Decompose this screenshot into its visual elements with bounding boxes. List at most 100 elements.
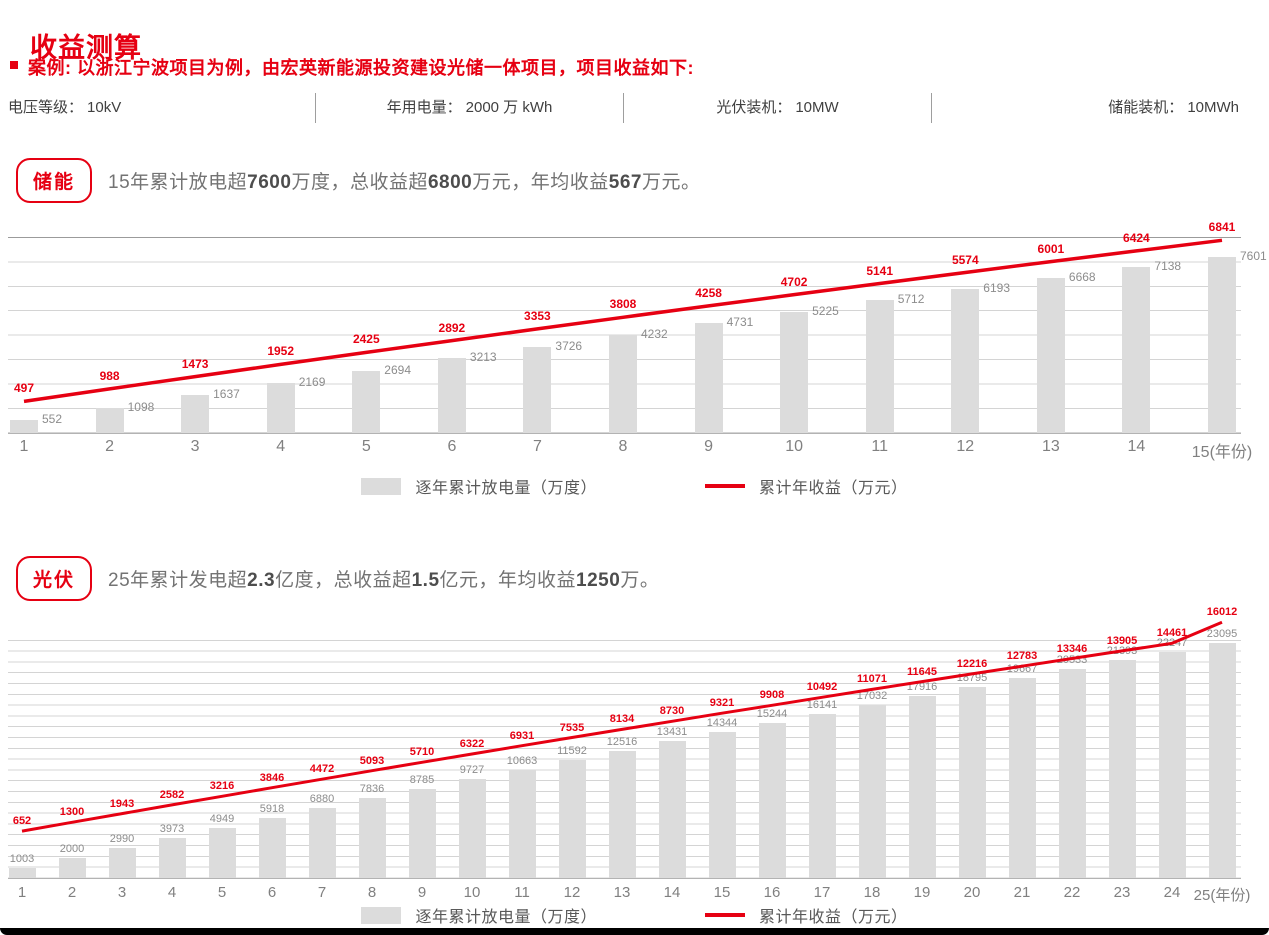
info-item-pv-capacity: 光伏装机： 10MW xyxy=(623,93,931,123)
line-value-label: 6322 xyxy=(459,738,485,750)
bar-value-label: 5712 xyxy=(897,292,925,307)
bar xyxy=(10,420,38,433)
line-series-swatch xyxy=(705,484,745,488)
bar-value-label: 14344 xyxy=(706,717,738,729)
line-value-label: 5141 xyxy=(866,263,894,278)
bar xyxy=(708,732,736,878)
bullet-icon xyxy=(10,61,18,69)
bar-value-label: 9727 xyxy=(459,764,485,776)
bar xyxy=(8,867,36,878)
x-tick-label: 1 xyxy=(19,438,29,455)
line-series-label: 累计年收益（万元） xyxy=(759,480,908,497)
desc-number: 567 xyxy=(608,172,642,193)
bar-value-label: 15244 xyxy=(756,707,788,720)
bar-value-label: 8785 xyxy=(409,773,435,786)
bar-value-label: 3973 xyxy=(159,822,185,835)
bar xyxy=(951,289,980,433)
bar-value-label: 1003 xyxy=(9,852,35,865)
line-value-label: 7535 xyxy=(559,721,585,734)
bar-value-label: 6880 xyxy=(309,793,335,805)
bar-value-label: 23095 xyxy=(1206,628,1238,640)
bar xyxy=(958,686,986,878)
bar xyxy=(694,323,723,433)
bar-value-label: 13431 xyxy=(656,726,688,739)
desc-text: 万元。 xyxy=(641,172,701,193)
info-item-voltage: 电压等级： 10kV xyxy=(0,93,315,123)
bar xyxy=(1208,643,1236,878)
bar xyxy=(609,334,637,433)
x-tick-label: 11 xyxy=(871,438,888,455)
line-value-label: 1473 xyxy=(181,356,209,371)
x-tick-label: 6 xyxy=(267,884,277,901)
line-value-label: 652 xyxy=(12,815,32,828)
x-tick-label: 18 xyxy=(863,884,881,901)
x-tick-label: 9 xyxy=(417,884,427,901)
line-value-label: 2582 xyxy=(159,788,185,801)
storage-chart-x-axis: 1 2 3 4 5 6 7 8 9 10 11 12 13 14 15(年份) xyxy=(8,438,1253,461)
info-value: 10kV xyxy=(87,99,122,116)
line-value-label: 13905 xyxy=(1106,634,1138,647)
bar-value-label: 1098 xyxy=(127,399,155,414)
bar-value-label: 6668 xyxy=(1068,270,1096,285)
x-tick-label: 4 xyxy=(167,884,177,901)
x-tick-label: 10 xyxy=(785,438,803,455)
x-tick-label: 25(年份) xyxy=(1193,887,1251,904)
bar-value-label: 1637 xyxy=(213,387,240,401)
x-tick-label: 12 xyxy=(563,884,581,901)
line-value-label: 1952 xyxy=(267,344,295,359)
bar xyxy=(1122,267,1151,433)
bar-value-label: 4731 xyxy=(726,315,754,330)
bar xyxy=(437,358,466,433)
revenue-line xyxy=(21,620,1223,833)
x-tick-label: 15 xyxy=(713,884,731,901)
bar xyxy=(308,808,336,878)
x-tick-label: 15(年份) xyxy=(1191,444,1253,461)
line-value-label: 6001 xyxy=(1037,241,1065,256)
bar xyxy=(908,695,936,878)
line-value-label: 497 xyxy=(13,381,35,396)
bar-value-label: 7836 xyxy=(359,783,385,796)
info-item-storage-capacity: 储能装机： 10MWh xyxy=(931,93,1269,123)
x-tick-label: 13 xyxy=(613,884,631,901)
x-tick-label: 16 xyxy=(763,884,781,901)
line-value-label: 988 xyxy=(99,368,120,383)
line-value-label: 5710 xyxy=(409,746,435,759)
bar xyxy=(181,395,210,433)
x-tick-label: 14 xyxy=(663,884,681,901)
bar xyxy=(858,704,886,878)
line-value-label: 4472 xyxy=(309,763,335,776)
bar-value-label: 4232 xyxy=(641,326,668,341)
bar xyxy=(1208,256,1236,433)
x-tick-label: 8 xyxy=(618,438,628,455)
bar xyxy=(523,346,552,433)
info-value: 2000 万 kWh xyxy=(465,99,553,116)
bar-value-label: 16141 xyxy=(806,698,838,711)
storage-section-header: 储能 15年累计放电超7600万度，总收益超6800万元，年均收益567万元。 xyxy=(16,158,700,203)
x-tick-label: 2 xyxy=(105,438,115,455)
desc-number: 1.5 xyxy=(411,570,440,591)
storage-section-desc: 15年累计放电超7600万度，总收益超6800万元，年均收益567万元。 xyxy=(108,167,700,194)
line-value-label: 3808 xyxy=(609,297,637,312)
bar-value-label: 2000 xyxy=(59,842,85,855)
x-tick-label: 17 xyxy=(813,884,831,901)
x-tick-label: 19 xyxy=(913,884,931,901)
bar-value-label: 3726 xyxy=(555,338,583,353)
x-tick-label: 21 xyxy=(1013,884,1031,901)
bar-value-label: 4949 xyxy=(209,812,235,825)
bar xyxy=(558,760,586,878)
bar xyxy=(1158,651,1186,878)
bar-value-label: 11592 xyxy=(557,745,587,757)
line-value-label: 4258 xyxy=(695,285,722,300)
line-value-label: 6841 xyxy=(1208,220,1236,235)
bar-series-swatch xyxy=(361,477,402,495)
info-label: 年用电量： xyxy=(386,99,462,116)
bar xyxy=(1036,278,1065,433)
line-value-label: 14461 xyxy=(1156,627,1188,640)
bar xyxy=(808,713,836,878)
info-bar: 电压等级： 10kV 年用电量： 2000 万 kWh 光伏装机： 10MW 储能装机… xyxy=(0,93,1269,123)
info-value: 10MW xyxy=(795,99,839,116)
bar-value-label: 2169 xyxy=(298,374,326,389)
bar xyxy=(108,847,136,878)
bar xyxy=(780,311,809,433)
pv-chart-x-axis: 1 2 3 4 5 6 7 8 9 10 11 12 13 14 15 16 17 18 19 20 21 22 23 24 2… xyxy=(8,884,1251,906)
